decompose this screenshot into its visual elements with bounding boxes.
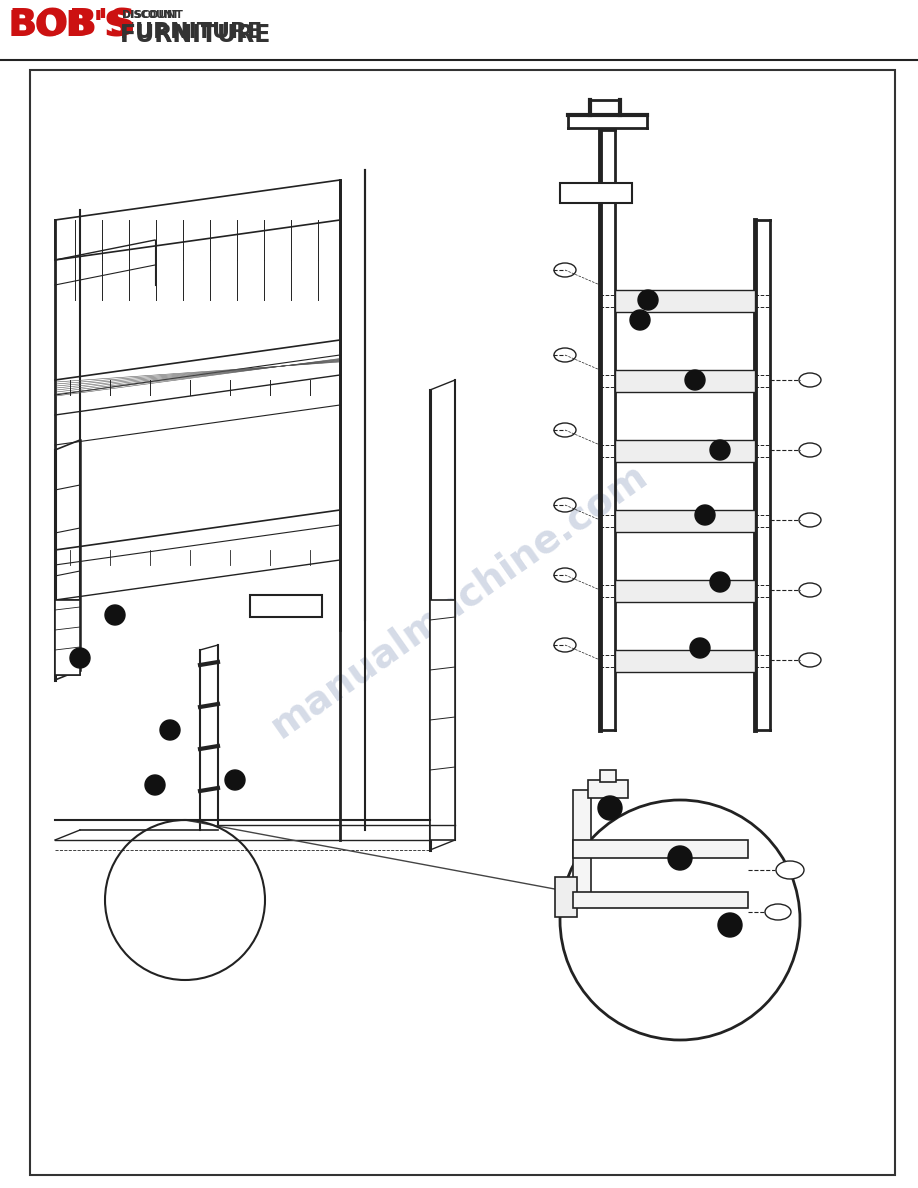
Circle shape [685,369,705,390]
Bar [573,892,748,908]
Text: DISCOUNT: DISCOUNT [122,10,183,20]
Text: BOB'S: BOB'S [8,8,136,44]
Circle shape [668,846,692,870]
Circle shape [105,605,125,625]
Circle shape [718,914,742,937]
Ellipse shape [765,904,791,920]
Text: DISCOUNT: DISCOUNT [122,10,179,20]
Bar [588,781,628,798]
Circle shape [690,638,710,658]
Circle shape [710,571,730,592]
Bar [615,440,755,462]
Text: FURNITURE: FURNITURE [120,23,272,48]
Text: BOB'S: BOB'S [8,8,131,42]
Bar [615,650,755,672]
Bar [615,580,755,602]
Circle shape [695,505,715,525]
Bar [600,770,616,782]
Bar [555,877,577,917]
Circle shape [638,290,658,310]
Bar [430,600,455,840]
Circle shape [225,770,245,790]
Bar [615,290,755,312]
Text: FURNITURE: FURNITURE [120,23,263,42]
Text: manualmachine.com: manualmachine.com [263,455,655,745]
Circle shape [630,310,650,330]
Bar [615,369,755,392]
Bar [615,510,755,532]
Circle shape [598,796,622,820]
Bar [573,790,591,901]
Bar [55,600,80,675]
Circle shape [70,647,90,668]
Circle shape [145,775,165,795]
Circle shape [160,720,180,740]
Bar [573,840,748,858]
Circle shape [560,800,800,1040]
Bar [55,600,80,675]
Bar [560,183,632,203]
Circle shape [710,440,730,460]
Ellipse shape [776,861,804,879]
Bar [250,595,322,617]
